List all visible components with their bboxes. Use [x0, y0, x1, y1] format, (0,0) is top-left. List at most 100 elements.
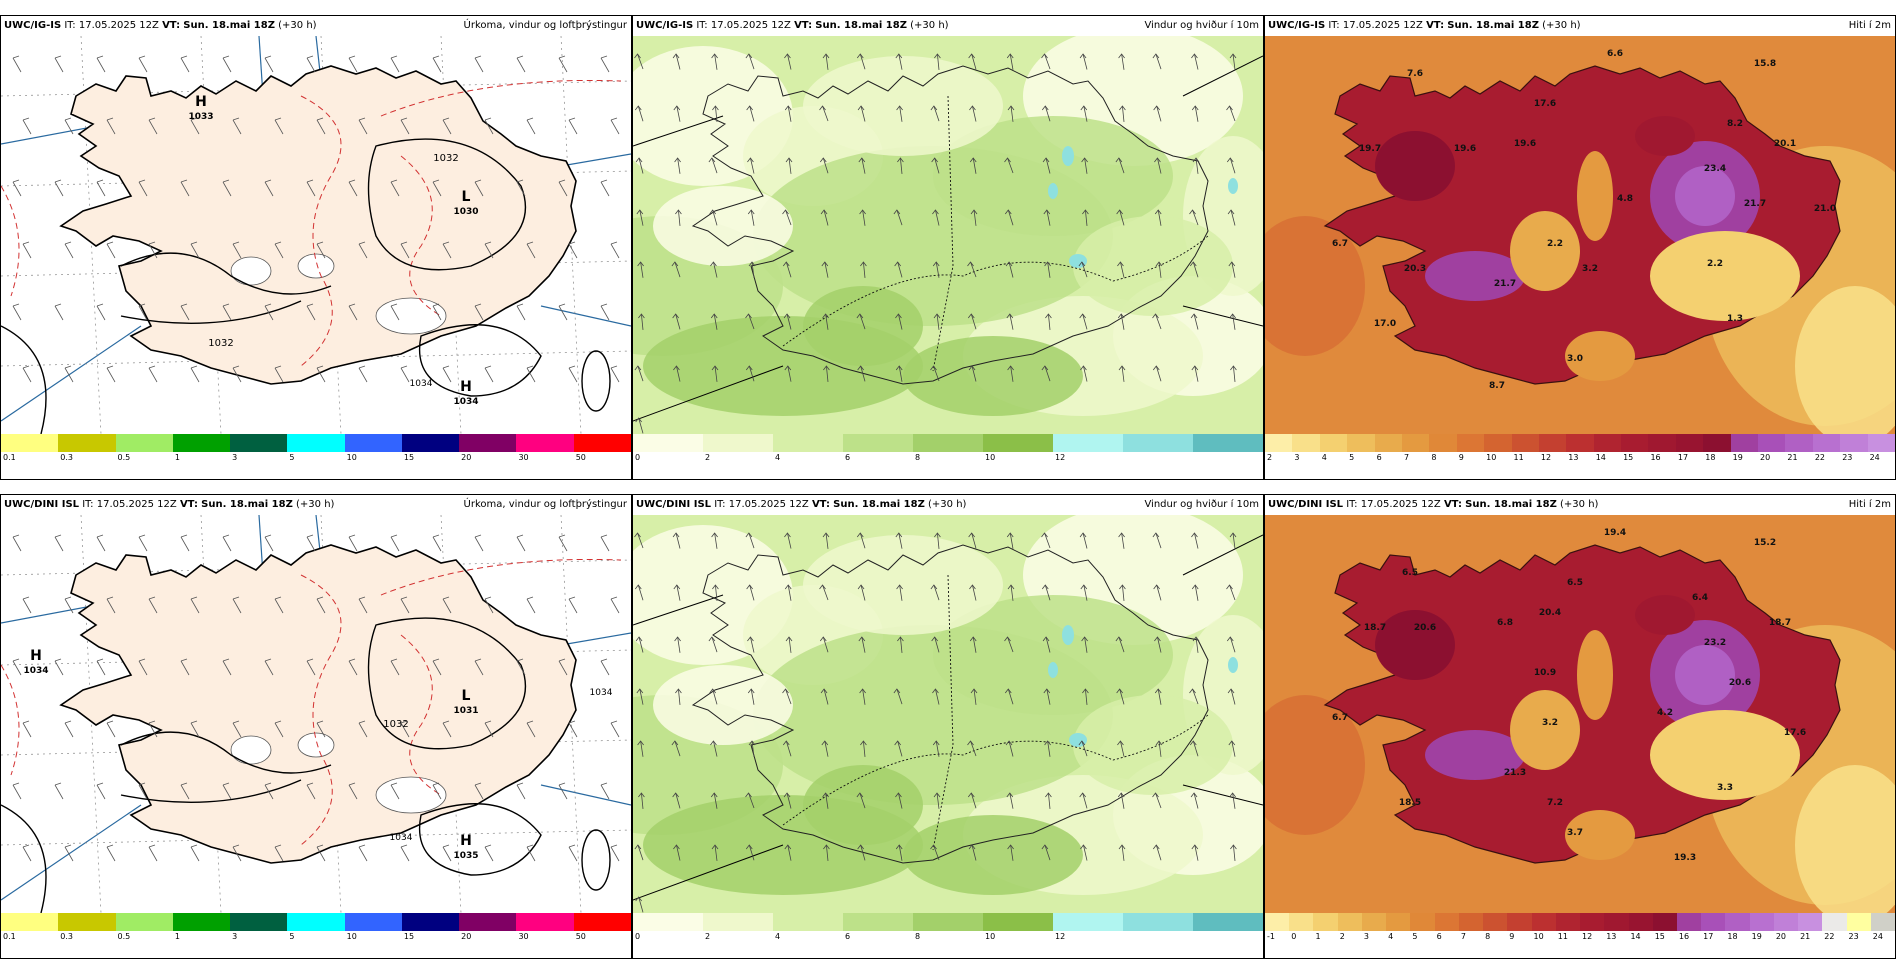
colorbar-segment	[1798, 913, 1823, 931]
colorbar-segment	[1265, 434, 1293, 452]
wind-arrow	[677, 636, 681, 653]
wind-barb	[64, 243, 74, 259]
colorbar-tick-label: 0	[635, 932, 641, 941]
colorbar-segment	[115, 434, 173, 452]
wind-arrowhead	[634, 365, 642, 371]
wind-barb	[600, 57, 610, 73]
low-pressure-letter: L	[462, 688, 471, 704]
wind-barb	[222, 181, 232, 197]
wind-arrowhead	[932, 261, 940, 267]
wind-arrow	[1158, 261, 1162, 278]
wind-barb-flag	[390, 303, 398, 307]
hot-area	[1675, 645, 1735, 705]
wind-map	[633, 36, 1263, 434]
wind-arrowhead	[823, 365, 830, 371]
wind-barb	[306, 660, 316, 676]
wind-arrowhead	[969, 157, 977, 163]
wind-arrowhead	[1226, 584, 1233, 590]
wind-barb-flag	[96, 303, 104, 307]
wind-barb	[526, 119, 536, 135]
wind-arrowhead	[635, 157, 643, 163]
temp-contour	[1, 664, 20, 776]
colorbar-segment	[1749, 913, 1774, 931]
wind-arrow	[1192, 209, 1199, 226]
glacier	[297, 253, 335, 279]
wind-arrowhead	[1226, 636, 1234, 642]
wind-arrowhead	[1230, 844, 1237, 850]
colorbar-tick-label: 10	[346, 453, 357, 462]
wind-arrow	[971, 365, 977, 382]
wind-barb-flag	[54, 179, 62, 183]
wind-barb	[64, 119, 74, 135]
wind-barb-flag	[568, 596, 576, 600]
colorbar-tick-label: 15	[403, 932, 415, 941]
wind-barb-flag	[484, 241, 492, 245]
wind-barb-flag	[232, 720, 240, 724]
wind-arrow	[1007, 157, 1014, 174]
wind-barb	[348, 305, 358, 321]
wind-arrow	[860, 105, 866, 122]
wind-arrow	[1155, 844, 1162, 861]
wind-arrow	[1232, 532, 1236, 549]
panel-ig-wind: UWC/IG-IS IT: 17.05.2025 12Z VT: Sun. 18…	[632, 15, 1264, 480]
wind-arrow	[1231, 740, 1236, 757]
wind-arrowhead	[1082, 688, 1089, 694]
wind-barb-flag	[274, 720, 282, 724]
wind-barb-flag	[484, 720, 492, 724]
wind-arrowhead	[1007, 844, 1014, 850]
high-pressure-letter: H	[30, 648, 42, 664]
wind-barb	[610, 598, 620, 614]
wind-arrow	[1045, 157, 1051, 174]
wind-arrow	[748, 313, 755, 330]
wind-arrow	[637, 105, 644, 122]
wind-arrowhead	[894, 261, 901, 267]
cool-highland	[1510, 211, 1580, 291]
wind-barb-flag	[148, 596, 156, 600]
wind-barb	[64, 367, 74, 383]
wind-arrow	[1008, 261, 1014, 278]
temperature-label: 20.6	[1729, 678, 1751, 688]
wind-barb-flag	[106, 241, 114, 245]
wind-arrowhead	[969, 584, 976, 590]
colorbar-segment	[1484, 434, 1512, 452]
isobar	[581, 829, 611, 891]
wind-arrow	[711, 157, 718, 174]
cool-highland	[1565, 810, 1635, 860]
panel-header: UWC/DINI ISL IT: 17.05.2025 12Z VT: Sun.…	[1265, 495, 1895, 515]
isobar	[418, 324, 542, 397]
temperature-label: 6.4	[1692, 593, 1708, 603]
wind-arrow	[712, 209, 718, 226]
colorbar-segment	[983, 434, 1053, 452]
temp-colorbar	[1265, 913, 1896, 931]
wind-arrow	[788, 157, 792, 174]
temperature-label: 10.9	[1534, 668, 1556, 678]
wind-arrow	[859, 532, 866, 549]
wind-barb-flag	[568, 720, 576, 724]
colorbar-segment	[1773, 913, 1799, 931]
wind-barb-flag	[600, 179, 608, 183]
wind-arrowhead	[1227, 688, 1235, 694]
panel-header: UWC/DINI ISL IT: 17.05.2025 12Z VT: Sun.…	[1, 495, 631, 515]
colorbar-tick-label: 0	[1291, 932, 1297, 941]
wind-barb-flag	[568, 117, 576, 121]
wind-barb	[558, 660, 568, 676]
wind-arrowhead	[635, 896, 642, 902]
wind-barb	[400, 119, 410, 135]
wind-arrow	[715, 584, 718, 601]
wind-arrow	[1230, 209, 1236, 226]
wind-arrowhead	[860, 740, 867, 746]
wind-barb-flag	[484, 117, 492, 121]
wind-arrow	[1085, 688, 1088, 705]
wind-arrowhead	[671, 261, 679, 267]
wind-arrowhead	[931, 636, 938, 642]
wind-barb	[516, 536, 526, 552]
wind-arrowhead	[635, 417, 642, 423]
wind-arrowhead	[1041, 105, 1049, 111]
wind-arrowhead	[1117, 792, 1125, 798]
wind-barb-flag	[358, 596, 366, 600]
wind-arrowhead	[967, 740, 974, 746]
wind-arrowhead	[782, 261, 790, 267]
wind-barb	[232, 243, 242, 259]
wind-barb-flag	[138, 303, 146, 307]
wind-barb	[22, 367, 32, 383]
